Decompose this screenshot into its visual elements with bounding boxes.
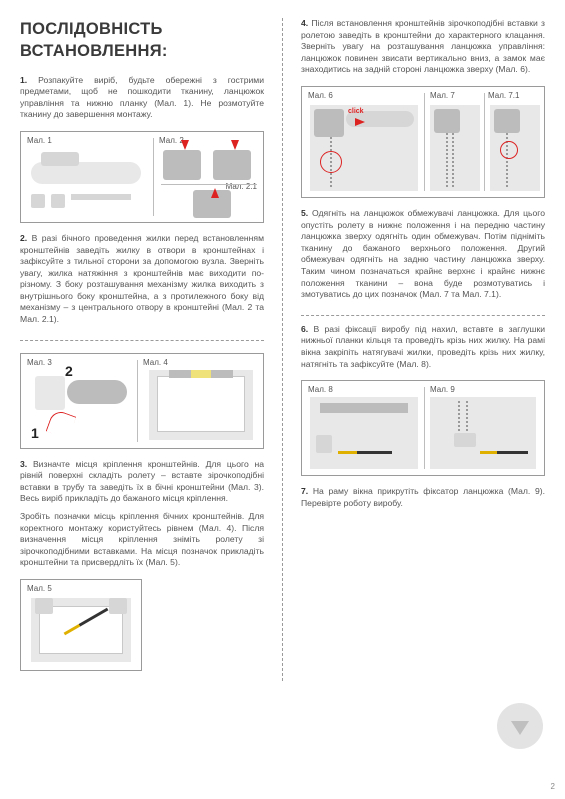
step-3a: 3. Визначте місця кріплення кронштейнів.… (20, 459, 264, 505)
right-column: 4. Після встановлення кронштейнів зірочк… (301, 18, 545, 681)
figure-3-4: Мал. 3 Мал. 4 1 2 (20, 353, 264, 449)
fig3-num2: 2 (65, 362, 73, 381)
fig7-label: Мал. 7 (430, 91, 455, 102)
figure-5: Мал. 5 (20, 579, 142, 671)
fig3-label: Мал. 3 (27, 358, 52, 369)
fig3-num1: 1 (31, 424, 39, 443)
fig71-label: Мал. 7.1 (488, 91, 519, 102)
divider-h-right (301, 315, 545, 316)
step-1: 1. Розпакуйте виріб, будьте обережні з г… (20, 75, 264, 121)
step-6: 6. В разі фіксації виробу під нахил, вст… (301, 324, 545, 370)
fig1-label: Мал. 1 (27, 136, 52, 147)
divider-h-left (20, 340, 264, 341)
watermark-icon (497, 703, 543, 749)
fig8-label: Мал. 8 (308, 385, 333, 396)
page-title: ПОСЛІДОВНІСТЬ ВСТАНОВЛЕННЯ: (20, 18, 264, 63)
fig6-label: Мал. 6 (308, 91, 333, 102)
fig5-label: Мал. 5 (27, 584, 52, 595)
left-column: ПОСЛІДОВНІСТЬ ВСТАНОВЛЕННЯ: 1. Розпакуйт… (20, 18, 264, 681)
fig9-label: Мал. 9 (430, 385, 455, 396)
figure-6-7: Мал. 6 Мал. 7 Мал. 7.1 click (301, 86, 545, 198)
page-number: 2 (551, 782, 555, 793)
step-7: 7. На раму вікна прикрутіть фіксатор лан… (301, 486, 545, 509)
step-2: 2. В разі бічного проведення жилки перед… (20, 233, 264, 326)
step-5: 5. Одягніть на ланцюжок обмежувачі ланцю… (301, 208, 545, 301)
divider-vertical (282, 18, 283, 681)
figure-1-2: Мал. 1 Мал. 2 Мал. 2.1 (20, 131, 264, 223)
fig4-label: Мал. 4 (143, 358, 168, 369)
step-3b: Зробіть позначки місць кріплення бічних … (20, 511, 264, 569)
step-4: 4. Після встановлення кронштейнів зірочк… (301, 18, 545, 76)
figure-8-9: Мал. 8 Мал. 9 (301, 380, 545, 476)
click-label: click (348, 107, 364, 116)
